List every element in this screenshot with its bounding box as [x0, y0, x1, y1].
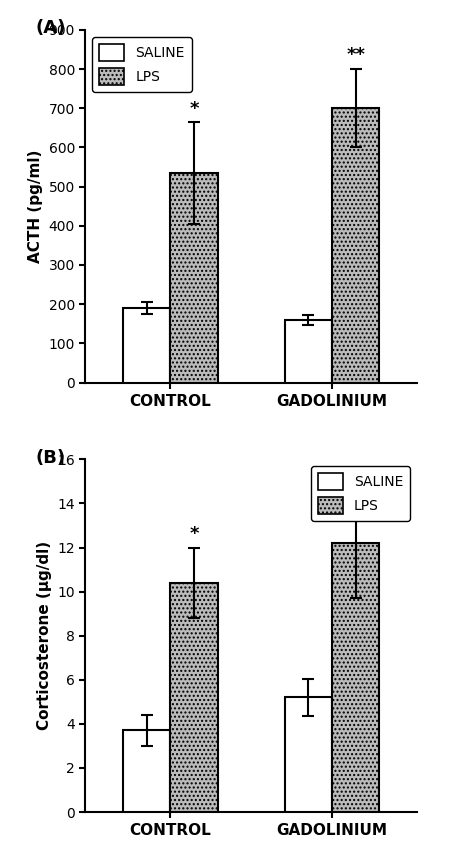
Bar: [170, 582, 218, 812]
Text: *: *: [351, 466, 360, 484]
Y-axis label: Corticosterone (µg/dl): Corticosterone (µg/dl): [36, 541, 52, 730]
Bar: [332, 108, 379, 382]
Bar: [123, 730, 170, 812]
Bar: [170, 173, 218, 382]
Bar: [123, 308, 170, 382]
Text: (A): (A): [36, 19, 66, 37]
Bar: [285, 320, 332, 382]
Text: *: *: [189, 100, 199, 118]
Bar: [332, 543, 379, 812]
Legend: SALINE, LPS: SALINE, LPS: [92, 37, 191, 92]
Y-axis label: ACTH (pg/ml): ACTH (pg/ml): [28, 149, 43, 263]
Text: *: *: [189, 525, 199, 543]
Text: **: **: [346, 46, 365, 64]
Bar: [285, 698, 332, 812]
Text: (B): (B): [36, 448, 66, 466]
Legend: SALINE, LPS: SALINE, LPS: [311, 466, 410, 521]
